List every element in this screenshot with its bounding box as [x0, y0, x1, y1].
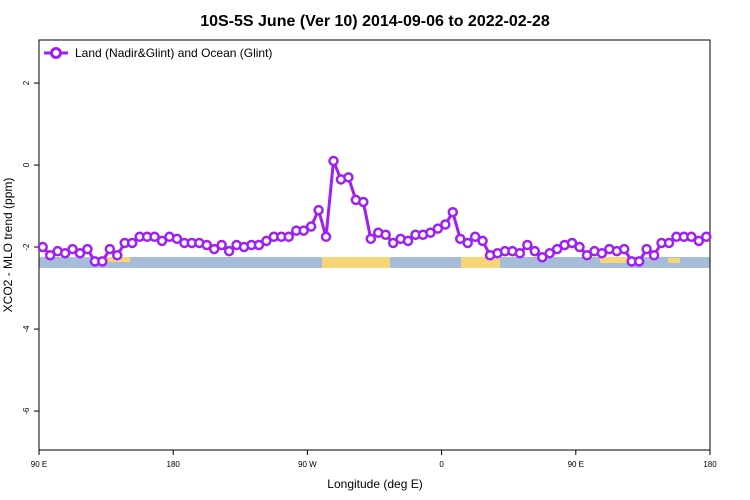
y-tick-label: 2 — [22, 80, 31, 85]
data-point — [201, 239, 212, 251]
data-point — [74, 247, 86, 259]
data-point — [454, 233, 466, 245]
data-point — [477, 235, 488, 247]
land-strip — [668, 258, 680, 263]
data-point — [298, 225, 309, 236]
data-point — [112, 250, 123, 261]
data-point — [171, 233, 183, 245]
data-point — [305, 221, 317, 232]
legend-marker — [50, 47, 62, 59]
y-tick-label: -2 — [22, 243, 31, 251]
y-tick-label: -4 — [22, 325, 31, 333]
y-tick-label: -6 — [22, 407, 31, 415]
data-point — [402, 235, 414, 247]
data-point — [97, 256, 108, 267]
x-tick-label: 0 — [439, 460, 444, 469]
data-point — [596, 247, 608, 259]
data-point — [156, 235, 168, 247]
data-point — [522, 239, 533, 251]
data-point — [44, 250, 56, 261]
data-point — [529, 245, 541, 257]
data-point — [67, 243, 78, 255]
data-point — [216, 239, 227, 251]
data-point — [447, 206, 459, 218]
data-point — [462, 237, 473, 249]
chart-title: 10S-5S June (Ver 10) 2014-09-06 to 2022-… — [200, 13, 550, 30]
data-point — [619, 243, 630, 255]
data-point — [37, 241, 48, 253]
data-point — [313, 204, 324, 216]
data-point — [387, 237, 399, 249]
legend: Land (Nadir&Glint) and Ocean (Glint) — [44, 46, 272, 60]
data-point — [663, 237, 675, 249]
data-point — [261, 235, 272, 247]
data-point — [566, 237, 578, 249]
data-point — [440, 219, 451, 230]
y-axis-label: XCO2 - MLO trend (ppm) — [1, 178, 15, 313]
data-point — [633, 256, 645, 267]
data-point — [432, 223, 444, 234]
x-tick-label: 180 — [167, 460, 181, 469]
x-tick-label: 180 — [703, 460, 717, 469]
data-point — [701, 231, 712, 243]
data-point — [648, 250, 660, 261]
data-point — [469, 231, 481, 243]
data-point — [537, 252, 548, 263]
data-point — [343, 172, 354, 183]
data-point — [574, 241, 585, 253]
data-point — [223, 245, 235, 257]
data-point — [380, 229, 391, 240]
land-strip — [461, 257, 500, 268]
land-strip — [322, 257, 390, 268]
data-point — [358, 196, 369, 208]
data-point — [208, 243, 220, 255]
data-point — [104, 243, 116, 255]
data-point — [320, 231, 332, 243]
data-point — [126, 237, 138, 249]
data-point — [59, 247, 71, 259]
data-point — [693, 235, 705, 247]
land-strip — [600, 257, 630, 263]
data-point — [365, 233, 377, 245]
data-point — [551, 243, 563, 255]
map-strip — [39, 257, 710, 268]
legend-label: Land (Nadir&Glint) and Ocean (Glint) — [75, 46, 272, 60]
data-point — [328, 155, 339, 167]
y-tick-label: 0 — [22, 162, 31, 167]
data-point — [641, 243, 652, 255]
x-tick-label: 90 E — [568, 460, 584, 469]
data-point — [149, 231, 160, 243]
data-point — [686, 231, 697, 243]
x-tick-label: 90 E — [31, 460, 47, 469]
x-tick-label: 90 W — [298, 460, 317, 469]
data-point — [514, 247, 526, 259]
x-axis-label: Longitude (deg E) — [327, 477, 422, 491]
data-point — [425, 227, 436, 238]
data-point — [544, 247, 555, 259]
data-point — [82, 243, 93, 255]
data-point — [283, 231, 295, 243]
data-point — [581, 250, 593, 261]
data-point — [253, 239, 265, 251]
